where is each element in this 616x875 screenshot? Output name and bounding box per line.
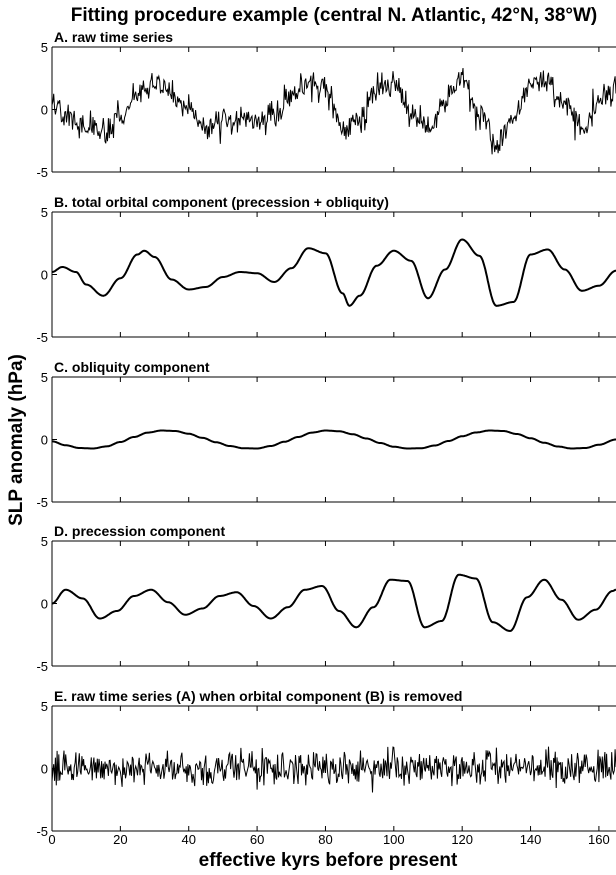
- x-tick-label: 60: [250, 832, 264, 847]
- y-tick-label: 5: [41, 370, 48, 385]
- y-tick-label: -5: [36, 165, 48, 180]
- y-tick-label: 0: [41, 268, 48, 283]
- y-tick-label: 5: [41, 205, 48, 220]
- x-tick-label: 0: [48, 832, 55, 847]
- series-line: [52, 429, 616, 450]
- x-tick-label: 80: [318, 832, 332, 847]
- y-tick-label: 0: [41, 762, 48, 777]
- y-tick-label: 0: [41, 597, 48, 612]
- x-tick-label: 20: [113, 832, 127, 847]
- y-tick-label: 5: [41, 40, 48, 55]
- y-axis-label: SLP anomaly (hPa): [6, 354, 27, 526]
- x-tick-label: 140: [520, 832, 542, 847]
- panel-1: A. raw time series -5 0 5: [36, 29, 616, 180]
- x-tick-label: 100: [383, 832, 405, 847]
- x-tick-label: 160: [588, 832, 610, 847]
- x-tick-label: 40: [181, 832, 195, 847]
- y-tick-label: -5: [36, 824, 48, 839]
- panel-title: C. obliquity component: [54, 359, 210, 375]
- panel-3: C. obliquity component -5 0 5: [36, 359, 616, 510]
- y-tick-label: -5: [36, 659, 48, 674]
- series-line: [52, 746, 616, 793]
- x-tick-label: 120: [451, 832, 473, 847]
- y-tick-label: -5: [36, 495, 48, 510]
- panel-4: D. precession component -5 0 5: [36, 523, 616, 674]
- figure-title: Fitting procedure example (central N. At…: [71, 5, 598, 26]
- series-line: [52, 67, 616, 155]
- y-tick-label: 0: [41, 103, 48, 118]
- y-tick-label: 5: [41, 534, 48, 549]
- series-line: [52, 573, 616, 633]
- panel-title: D. precession component: [54, 523, 225, 539]
- panel-title: B. total orbital component (precession +…: [54, 194, 389, 210]
- x-axis-label: effective kyrs before present: [199, 850, 458, 871]
- series-line: [52, 238, 616, 307]
- y-tick-label: 0: [41, 433, 48, 448]
- panel-title: A. raw time series: [54, 29, 173, 45]
- panel-5: E. raw time series (A) when orbital comp…: [36, 688, 616, 847]
- y-tick-label: -5: [36, 330, 48, 345]
- panel-2: B. total orbital component (precession +…: [36, 194, 616, 345]
- y-tick-label: 5: [41, 699, 48, 714]
- panel-title: E. raw time series (A) when orbital comp…: [54, 688, 462, 704]
